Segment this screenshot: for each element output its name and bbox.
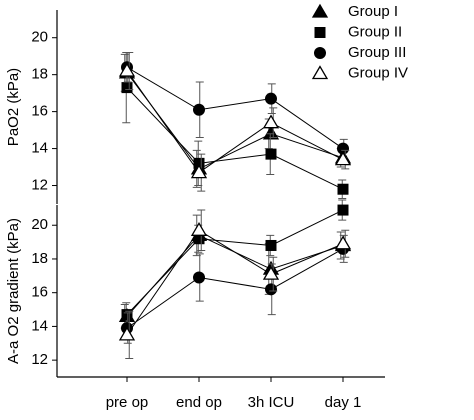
x-tick-label: 3h ICU — [248, 394, 295, 411]
y-tick-label: 20 — [31, 29, 48, 46]
marker — [193, 271, 205, 284]
legend-label: Group II — [348, 23, 402, 40]
marker — [314, 47, 326, 59]
marker — [314, 27, 326, 38]
series-line — [126, 66, 344, 149]
marker — [334, 151, 352, 166]
series-line — [126, 70, 344, 174]
marker — [118, 62, 136, 77]
marker — [337, 183, 349, 195]
marker — [265, 283, 277, 296]
y-tick-label: 16 — [31, 103, 48, 120]
series-line — [126, 87, 344, 190]
x-tick-label: pre op — [106, 394, 149, 411]
marker — [265, 239, 277, 251]
y-tick-label: 12 — [31, 351, 48, 368]
y-axis-label: A-a O2 gradient (kPa) — [5, 218, 22, 364]
series-line — [126, 248, 344, 329]
y-tick-label: 18 — [31, 250, 48, 267]
y-tick-label: 20 — [31, 216, 48, 233]
marker — [262, 265, 280, 280]
marker — [193, 157, 205, 169]
series-line — [126, 72, 344, 170]
legend-label: Group IV — [348, 64, 408, 81]
marker — [311, 3, 329, 18]
x-tick-label: end op — [176, 394, 222, 411]
marker — [190, 164, 208, 179]
legend-label: Group I — [348, 3, 398, 20]
marker — [265, 148, 277, 160]
marker — [311, 65, 329, 80]
marker — [265, 92, 277, 105]
y-tick-label: 16 — [31, 284, 48, 301]
legend-label: Group III — [348, 44, 406, 61]
series-line — [126, 209, 344, 315]
marker — [334, 235, 352, 250]
marker — [193, 103, 205, 116]
y-tick-label: 12 — [31, 176, 48, 193]
series-line — [126, 229, 344, 336]
x-tick-label: day 1 — [325, 394, 362, 411]
y-tick-label: 18 — [31, 66, 48, 83]
series-line — [126, 234, 344, 317]
y-axis-label: PaO2 (kPa) — [5, 68, 22, 146]
marker — [262, 125, 280, 140]
marker — [121, 309, 133, 321]
marker — [193, 233, 205, 245]
marker — [337, 142, 349, 155]
marker — [118, 326, 136, 341]
marker — [262, 114, 280, 129]
marker — [121, 82, 133, 94]
y-tick-label: 14 — [31, 317, 48, 334]
marker — [337, 204, 349, 216]
y-tick-label: 14 — [31, 140, 48, 157]
marker — [190, 222, 208, 236]
